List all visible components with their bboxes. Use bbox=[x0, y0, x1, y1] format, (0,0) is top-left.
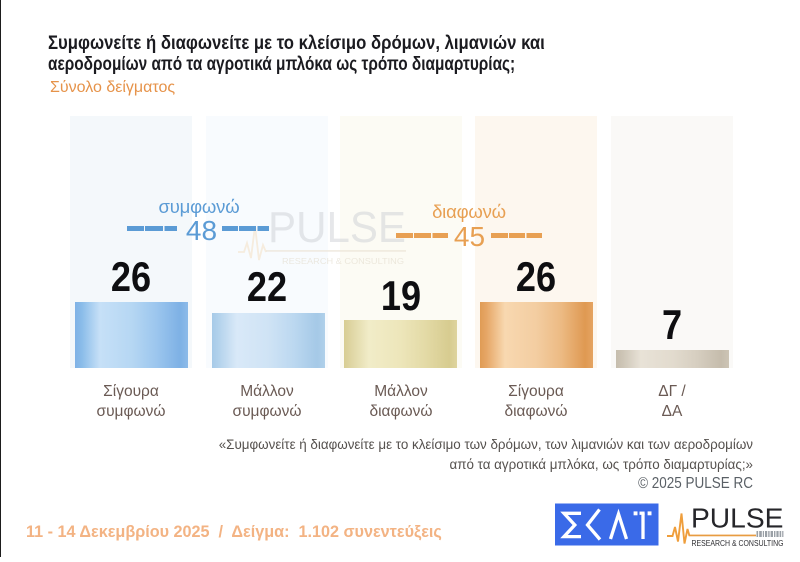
svg-text:RESEARCH & CONSULTING: RESEARCH & CONSULTING bbox=[692, 539, 784, 548]
svg-text:RESEARCH & CONSULTING: RESEARCH & CONSULTING bbox=[282, 256, 404, 266]
svg-text:PULSE: PULSE bbox=[691, 503, 784, 534]
svg-text:PULSE: PULSE bbox=[268, 203, 406, 252]
